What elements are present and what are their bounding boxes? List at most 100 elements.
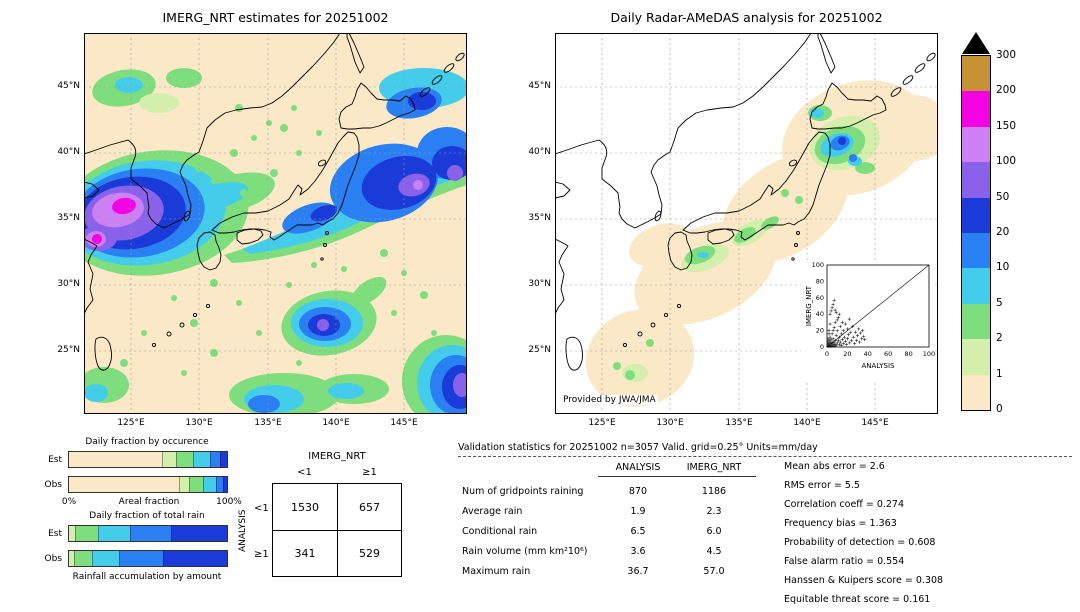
svg-text:40: 40 xyxy=(816,310,824,318)
grid-lines xyxy=(84,33,467,414)
stats-row: Conditional rain 6.5 6.0 xyxy=(462,525,722,537)
contingency-table: 1530 657 341 529 xyxy=(272,483,402,577)
occurrence-title: Daily fraction by occurence xyxy=(85,437,209,447)
colorbar-segment xyxy=(962,162,990,198)
inset-scatter: 0 0 20 20 40 40 60 60 80 80 100 100 ANALYSIS IMERG_… xyxy=(801,261,935,383)
bar-segment xyxy=(162,551,227,566)
colorbar-tick-label: 20 xyxy=(996,226,1010,238)
bar-segment xyxy=(219,452,227,467)
colorbar-tick-label: 0 xyxy=(996,403,1003,415)
lat-tick: 35°N xyxy=(57,213,80,223)
bar-segment xyxy=(209,452,220,467)
svg-text:60: 60 xyxy=(816,294,824,302)
bar-segment xyxy=(189,477,203,492)
lon-tick: 130°E xyxy=(656,418,684,428)
svg-text:100: 100 xyxy=(812,261,824,269)
contingency-col-label: <1 xyxy=(297,467,312,478)
metric-line: Equitable threat score = 0.161 xyxy=(784,594,931,605)
lon-tick: 125°E xyxy=(117,418,145,428)
bar-segment xyxy=(91,551,119,566)
contingency-cell: 657 xyxy=(337,484,401,530)
contingency-col-group: IMERG_NRT xyxy=(308,451,366,462)
precip-left-speckles xyxy=(120,104,437,376)
stats-col-header-imerg: IMERG_NRT xyxy=(686,462,742,473)
lon-tick: 145°E xyxy=(861,418,889,428)
lat-tick: 30°N xyxy=(57,279,80,289)
colorbar-segment xyxy=(962,91,990,127)
metric-line: RMS error = 5.5 xyxy=(784,480,860,491)
right-map: 0 0 20 20 40 40 60 60 80 80 100 100 ANALYSIS IMERG_… xyxy=(555,33,938,414)
total-rain-est-label: Est xyxy=(48,529,62,539)
bar-segment xyxy=(179,477,190,492)
metric-line: Frequency bias = 1.363 xyxy=(784,518,897,529)
contingency-row-group: ANALYSIS xyxy=(238,509,248,553)
bar-segment xyxy=(193,452,210,467)
svg-text:100: 100 xyxy=(923,350,935,358)
stats-header-underline xyxy=(598,476,756,477)
bar-segment xyxy=(175,452,194,467)
colorbar-tick-label: 50 xyxy=(996,190,1010,203)
left-map-title: IMERG_NRT estimates for 20251002 xyxy=(162,10,389,25)
bar-segment xyxy=(69,551,74,566)
bar-segment xyxy=(215,477,223,492)
stats-row: Average rain 1.9 2.3 xyxy=(462,505,722,517)
contingency-cell: 1530 xyxy=(291,500,319,514)
bar-segment xyxy=(129,526,171,541)
total-rain-est-bar xyxy=(68,525,228,542)
bar-segment xyxy=(202,477,216,492)
bar-segment xyxy=(69,526,76,541)
areal-axis-min: 0% xyxy=(61,497,77,507)
inset-diagonal xyxy=(826,264,930,348)
lon-tick: 135°E xyxy=(725,418,753,428)
total-rain-title: Daily fraction of total rain xyxy=(89,511,205,521)
svg-text:20: 20 xyxy=(816,327,824,335)
lat-tick: 45°N xyxy=(57,81,80,91)
colorbar-tick-label: 300 xyxy=(996,49,1017,61)
right-map-title: Daily Radar-AMeDAS analysis for 20251002 xyxy=(610,10,883,25)
contingency-cell: 341 xyxy=(273,530,337,576)
bar-segment xyxy=(97,526,130,541)
colorbar-segment xyxy=(962,197,990,234)
lon-tick: 140°E xyxy=(793,418,821,428)
stats-divider xyxy=(458,456,1072,457)
inset-xlabel: ANALYSIS xyxy=(861,362,895,370)
colorbar-ticks: 300 200 150 100 50 20 10 5 2 1 0 xyxy=(996,49,1038,415)
colorbar-segment xyxy=(962,233,990,269)
lat-tick: 35°N xyxy=(528,213,551,223)
colorbar-tick-label: 2 xyxy=(996,332,1003,345)
metric-line: False alarm ratio = 0.554 xyxy=(784,556,905,567)
svg-text:80: 80 xyxy=(816,277,824,285)
inset-tick-labels: 00 20 20 40 40 60 60 80 80 100 100 xyxy=(812,261,935,358)
bar-segment xyxy=(73,551,92,566)
colorbar-tick-label: 5 xyxy=(996,296,1003,309)
bar-segment xyxy=(69,452,163,467)
bar-segment xyxy=(162,452,176,467)
svg-text:0: 0 xyxy=(825,350,829,358)
svg-text:60: 60 xyxy=(884,350,892,358)
total-rain-obs-label: Obs xyxy=(44,554,63,564)
colorbar-tick-label: 150 xyxy=(996,119,1017,132)
svg-text:80: 80 xyxy=(904,350,912,358)
lon-tick: 140°E xyxy=(322,418,350,428)
colorbar-tick-label: 10 xyxy=(996,261,1010,274)
lon-tick: 130°E xyxy=(185,418,213,428)
stats-col-header-analysis: ANALYSIS xyxy=(615,462,661,473)
colorbar-segment xyxy=(962,268,990,304)
colorbar-tick-label: 200 xyxy=(996,84,1017,97)
colorbar-segment xyxy=(962,339,990,375)
lat-tick: 40°N xyxy=(57,147,80,157)
occurrence-est-bar xyxy=(68,451,228,468)
occurrence-est-label: Est xyxy=(48,455,62,465)
occurrence-obs-label: Obs xyxy=(44,480,63,490)
areal-axis-label: Areal fraction xyxy=(118,497,180,507)
lat-tick: 45°N xyxy=(528,81,551,91)
svg-text:0: 0 xyxy=(820,343,824,351)
metric-line: Probability of detection = 0.608 xyxy=(784,537,936,548)
left-map xyxy=(84,33,467,414)
contingency-cell: 529 xyxy=(337,530,401,576)
bar-segment xyxy=(118,551,163,566)
metric-line: Mean abs error = 2.6 xyxy=(784,461,885,472)
contingency-col-label: ≥1 xyxy=(362,467,377,478)
coastline xyxy=(84,33,465,371)
